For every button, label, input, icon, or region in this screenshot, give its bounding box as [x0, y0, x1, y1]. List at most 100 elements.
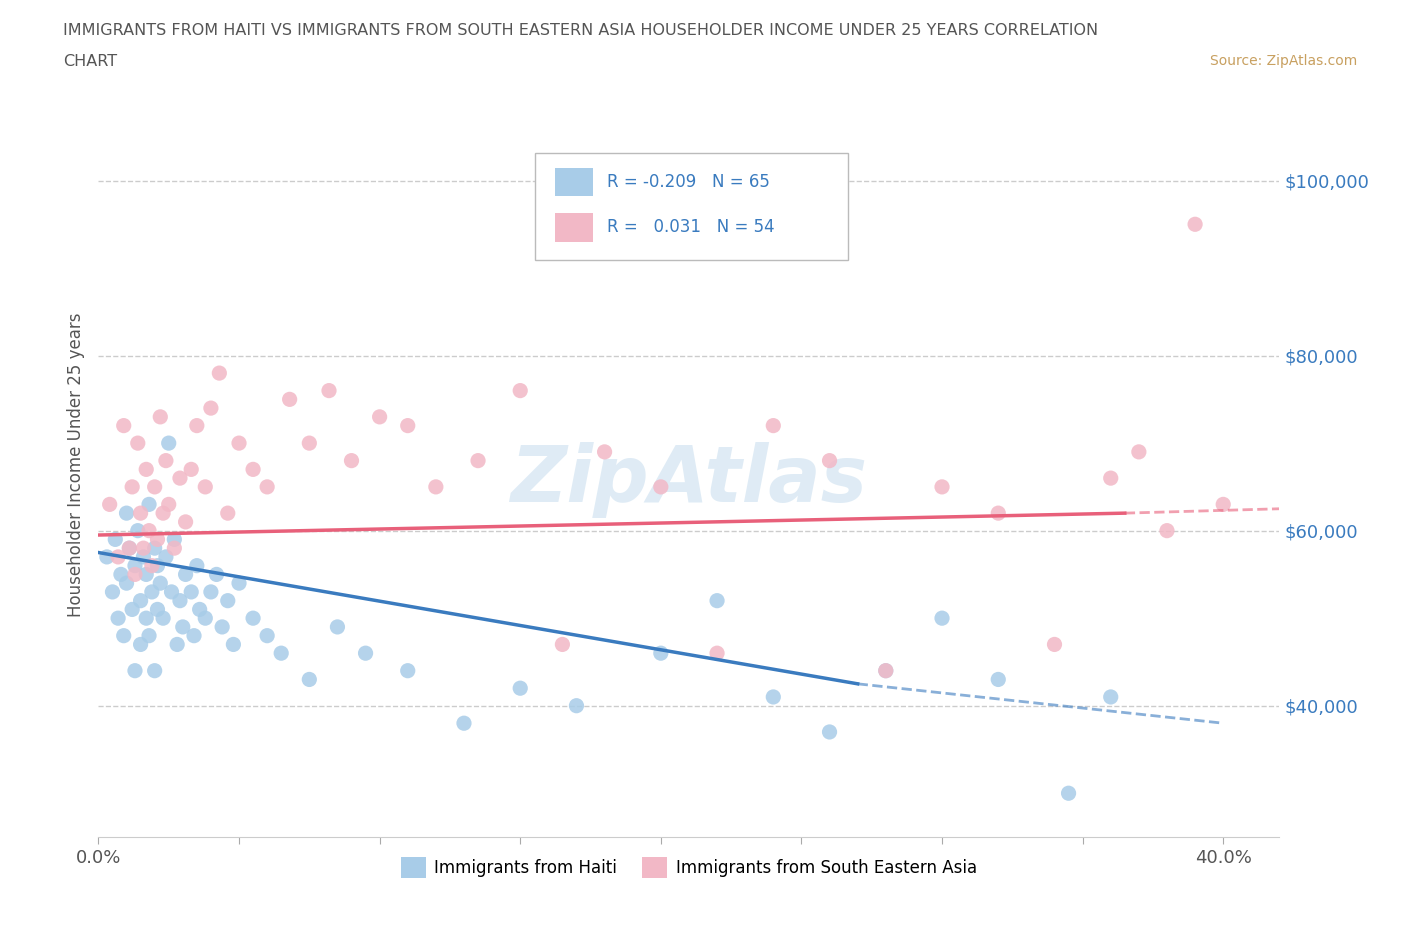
Point [138, 629, 160, 644]
Text: Source: ZipAtlas.com: Source: ZipAtlas.com [1209, 54, 1357, 68]
Text: R = -0.209   N = 65: R = -0.209 N = 65 [607, 173, 770, 192]
Point [112, 629, 135, 644]
Point [163, 532, 186, 547]
Point [340, 453, 363, 468]
Point [706, 593, 728, 608]
Point [1184, 217, 1206, 232]
Point [112, 418, 135, 433]
Point [129, 593, 152, 608]
Point [115, 506, 138, 521]
Point [143, 663, 166, 678]
Point [143, 480, 166, 495]
Point [155, 453, 177, 468]
Point [135, 567, 157, 582]
Point [129, 506, 152, 521]
Point [931, 611, 953, 626]
Point [155, 550, 177, 565]
Point [174, 514, 197, 529]
Point [706, 645, 728, 660]
Point [186, 558, 208, 573]
Point [194, 480, 217, 495]
Point [453, 716, 475, 731]
Point [217, 506, 239, 521]
Bar [555, 168, 593, 196]
Point [1128, 445, 1150, 459]
Point [169, 471, 191, 485]
Point [987, 506, 1010, 521]
Point [132, 540, 155, 555]
Point [146, 532, 169, 547]
Point [180, 462, 202, 477]
Point [593, 445, 616, 459]
Point [188, 602, 211, 617]
Point [124, 663, 146, 678]
Point [143, 540, 166, 555]
Point [121, 480, 143, 495]
Point [174, 567, 197, 582]
Point [152, 611, 174, 626]
Point [127, 524, 149, 538]
Point [129, 637, 152, 652]
Point [107, 550, 129, 565]
Point [166, 637, 188, 652]
Point [762, 418, 785, 433]
Point [132, 550, 155, 565]
Point [149, 409, 172, 424]
Point [425, 480, 447, 495]
Point [146, 602, 169, 617]
Point [396, 418, 419, 433]
Point [208, 365, 231, 380]
Point [551, 637, 574, 652]
Point [650, 480, 672, 495]
Point [118, 540, 141, 555]
Point [118, 540, 141, 555]
Point [135, 611, 157, 626]
Point [278, 392, 301, 406]
Point [135, 462, 157, 477]
Point [101, 584, 124, 599]
Bar [555, 213, 593, 242]
Point [256, 480, 278, 495]
Text: ZipAtlas: ZipAtlas [510, 442, 868, 518]
Point [1212, 497, 1234, 512]
Point [121, 602, 143, 617]
Point [467, 453, 489, 468]
Text: CHART: CHART [63, 54, 117, 69]
Point [222, 637, 245, 652]
Point [200, 584, 222, 599]
Point [186, 418, 208, 433]
Point [298, 672, 321, 687]
Point [1099, 689, 1122, 704]
Point [138, 524, 160, 538]
Point [242, 611, 264, 626]
Point [104, 532, 127, 547]
Point [141, 584, 163, 599]
Point [368, 409, 391, 424]
Legend: Immigrants from Haiti, Immigrants from South Eastern Asia: Immigrants from Haiti, Immigrants from S… [395, 851, 983, 884]
Text: IMMIGRANTS FROM HAITI VS IMMIGRANTS FROM SOUTH EASTERN ASIA HOUSEHOLDER INCOME U: IMMIGRANTS FROM HAITI VS IMMIGRANTS FROM… [63, 23, 1098, 38]
Point [96, 550, 118, 565]
Point [107, 611, 129, 626]
Point [180, 584, 202, 599]
Point [1057, 786, 1080, 801]
FancyBboxPatch shape [536, 153, 848, 260]
Point [157, 497, 180, 512]
Point [1099, 471, 1122, 485]
Point [354, 645, 377, 660]
Point [818, 724, 841, 739]
Point [298, 435, 321, 450]
Point [326, 619, 349, 634]
Point [217, 593, 239, 608]
Text: R =   0.031   N = 54: R = 0.031 N = 54 [607, 219, 775, 236]
Point [987, 672, 1010, 687]
Point [931, 480, 953, 495]
Point [157, 435, 180, 450]
Point [509, 383, 531, 398]
Point [149, 576, 172, 591]
Point [228, 435, 250, 450]
Point [124, 567, 146, 582]
Point [318, 383, 340, 398]
Y-axis label: Householder Income Under 25 years: Householder Income Under 25 years [66, 312, 84, 618]
Point [1043, 637, 1066, 652]
Point [98, 497, 121, 512]
